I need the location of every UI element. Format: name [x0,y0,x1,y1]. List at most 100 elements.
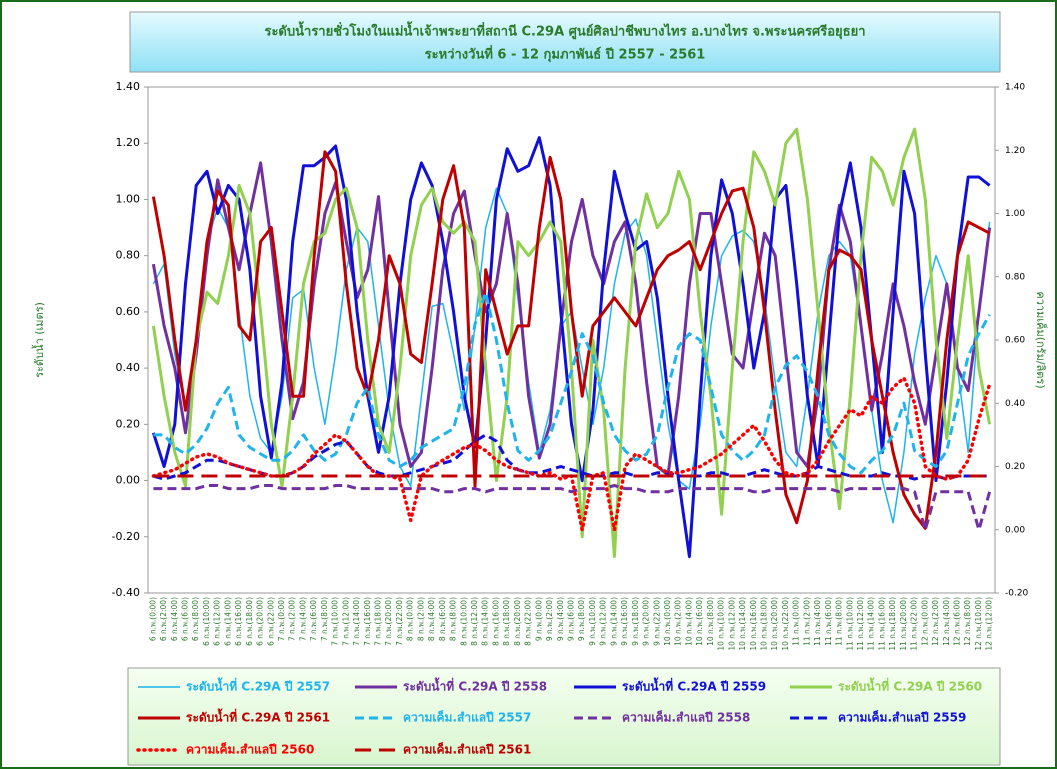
x-tick-label: 9 ก.พ.(22:00) [652,597,661,646]
y-tick-label: 0.40 [116,361,141,374]
x-tick-label: 9 ก.พ.(0:00) [534,597,543,641]
x-tick-label: 10 ก.พ.(22:00) [781,597,790,651]
x-tick-label: 6 ก.พ.(12:00) [213,597,222,646]
x-tick-label: 9 ก.พ.(16:00) [620,597,629,646]
x-tick-label: 11 ก.พ.(12:00) [856,597,865,651]
x-tick-label: 8 ก.พ.(2:00) [416,597,425,641]
series-line [153,291,991,475]
x-tick-label: 6 ก.พ.(10:00) [202,597,211,646]
x-tick-label: 11 ก.พ.(4:00) [813,597,822,646]
x-tick-label: 6 ก.พ.(18:00) [245,597,254,646]
y2-tick-label: 1.00 [1005,209,1025,219]
x-tick-label: 11 ก.พ.(16:00) [877,597,886,651]
x-tick-label: 11 ก.พ.(0:00) [792,597,801,646]
x-tick-label: 7 ก.พ.(20:00) [384,597,393,646]
series-line [151,150,991,530]
legend-label: ความเค็ม.สำแลปี 2557 [403,710,531,725]
x-tick-label: 10 ก.พ.(6:00) [695,597,704,646]
x-tick-label: 8 ก.พ.(0:00) [406,597,415,641]
x-tick-label: 7 ก.พ.(10:00) [331,597,340,646]
x-tick-label: 10 ก.พ.(4:00) [684,597,693,646]
x-tick-label: 8 ก.พ.(6:00) [438,597,447,641]
x-tick-label: 11 ก.พ.(8:00) [835,597,844,646]
x-tick-label: 9 ก.พ.(8:00) [577,597,586,641]
y-tick-label: -0.40 [112,586,140,599]
x-tick-label: 11 ก.พ.(20:00) [899,597,908,651]
x-tick-label: 11 ก.พ.(22:00) [910,597,919,651]
y-tick-label: 1.20 [116,136,141,149]
x-tick-label: 10 ก.พ.(12:00) [727,597,736,651]
y2-tick-label: 0.60 [1005,336,1025,346]
x-tick-label: 8 ก.พ.(20:00) [513,597,522,646]
y2-tick-label: 0.00 [1005,525,1025,535]
legend-label: ระดับน้ำที่ C.29A ปี 2557 [186,677,330,694]
x-tick-label: 7 ก.พ.(12:00) [341,597,350,646]
y-axis-title: ระดับน้ำ (เมตร) [31,302,46,378]
x-tick-label: 9 ก.พ.(10:00) [588,597,597,646]
x-tick-label: 6 ก.พ.(20:00) [256,597,265,646]
x-tick-label: 10 ก.พ.(16:00) [749,597,758,651]
x-tick-label: 6 ก.พ.(2:00) [159,597,168,641]
x-tick-label: 7 ก.พ.(6:00) [309,597,318,641]
chart-subtitle: ระหว่างวันที่ 6 - 12 กุมภาพันธ์ ปี 2557 … [425,45,706,63]
y2-tick-label: -0.20 [1005,589,1029,599]
legend-label: ระดับน้ำที่ C.29A ปี 2561 [186,708,330,725]
x-tick-label: 7 ก.พ.(14:00) [352,597,361,646]
x-tick-label: 11 ก.พ.(18:00) [888,597,897,651]
x-tick-label: 10 ก.พ.(20:00) [770,597,779,651]
x-tick-label: 8 ก.พ.(8:00) [449,597,458,641]
x-tick-label: 8 ก.พ.(16:00) [491,597,500,646]
x-tick-label: 9 ก.พ.(20:00) [642,597,651,646]
x-tick-label: 10 ก.พ.(0:00) [663,597,672,646]
x-tick-label: 8 ก.พ.(22:00) [524,597,533,646]
chart-title: ระดับน้ำรายชั่วโมงในแม่น้ำเจ้าพระยาที่สถ… [264,21,865,40]
x-tick-label: 7 ก.พ.(4:00) [298,597,307,641]
x-tick-label: 6 ก.พ.(4:00) [170,597,179,641]
legend-label: ความเค็ม.สำแลปี 2560 [186,742,314,757]
x-tick-label: 8 ก.พ.(10:00) [459,597,468,646]
x-tick-label: 10 ก.พ.(18:00) [759,597,768,651]
legend-label: ระดับน้ำที่ C.29A ปี 2560 [838,677,982,694]
legend-label: ระดับน้ำที่ C.29A ปี 2559 [622,677,766,694]
y-tick-label: -0.20 [112,530,140,543]
y2-axis-title: ความเค็ม(กรัม/ลิตร) [1034,291,1048,388]
x-tick-label: 9 ก.พ.(4:00) [556,597,565,641]
x-tick-label: 12 ก.พ.(0:00) [920,597,929,646]
x-tick-label: 9 ก.พ.(2:00) [545,597,554,641]
x-tick-label: 10 ก.พ.(2:00) [674,597,683,646]
x-tick-label: 9 ก.พ.(14:00) [609,597,618,646]
y2-tick-label: 1.20 [1005,146,1025,156]
x-tick-label: 7 ก.พ.(0:00) [277,597,286,641]
x-tick-label: 8 ก.พ.(12:00) [470,597,479,646]
x-tick-label: 12 ก.พ.(10:00) [974,597,983,651]
x-tick-label: 9 ก.พ.(12:00) [599,597,608,646]
x-tick-label: 8 ก.พ.(14:00) [481,597,490,646]
y-tick-label: 0.00 [116,474,141,487]
series-line [153,484,992,532]
x-tick-label: 11 ก.พ.(2:00) [802,597,811,646]
x-tick-label: 12 ก.พ.(6:00) [952,597,961,646]
y-tick-label: 0.80 [116,249,141,262]
x-tick-label: 7 ก.พ.(2:00) [288,597,297,641]
x-tick-label: 8 ก.พ.(18:00) [502,597,511,646]
legend-label: ระดับน้ำที่ C.29A ปี 2558 [403,677,547,694]
y-tick-label: 1.40 [116,80,141,93]
legend-box [127,667,1001,766]
x-tick-label: 7 ก.พ.(18:00) [374,597,383,646]
y-tick-label: 1.00 [116,192,141,205]
x-tick-label: 6 ก.พ.(14:00) [223,597,232,646]
x-tick-label: 10 ก.พ.(8:00) [706,597,715,646]
x-tick-label: 6 ก.พ.(0:00) [148,597,157,641]
legend-label: ความเค็ม.สำแลปี 2561 [403,742,531,757]
y2-tick-label: 0.40 [1005,399,1025,409]
legend-label: ความเค็ม.สำแลปี 2559 [838,710,966,725]
title-box [129,11,1001,73]
series-line [151,161,992,477]
y2-tick-label: 0.80 [1005,272,1025,282]
x-tick-label: 12 ก.พ.(8:00) [963,597,972,646]
y-tick-label: 0.60 [116,305,141,318]
plot-area [147,86,996,594]
x-tick-label: 12 ก.พ.(12:00) [985,597,994,651]
x-tick-label: 11 ก.พ.(10:00) [845,597,854,651]
